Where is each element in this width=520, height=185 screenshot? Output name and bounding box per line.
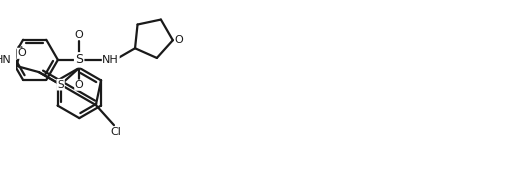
Text: O: O [75, 80, 84, 90]
Text: S: S [57, 80, 64, 90]
Text: Cl: Cl [110, 127, 121, 137]
Text: O: O [175, 35, 184, 45]
Text: O: O [17, 48, 26, 58]
Text: O: O [75, 30, 84, 40]
Text: S: S [75, 53, 83, 66]
Text: NH: NH [102, 55, 119, 65]
Text: HN: HN [0, 55, 12, 65]
